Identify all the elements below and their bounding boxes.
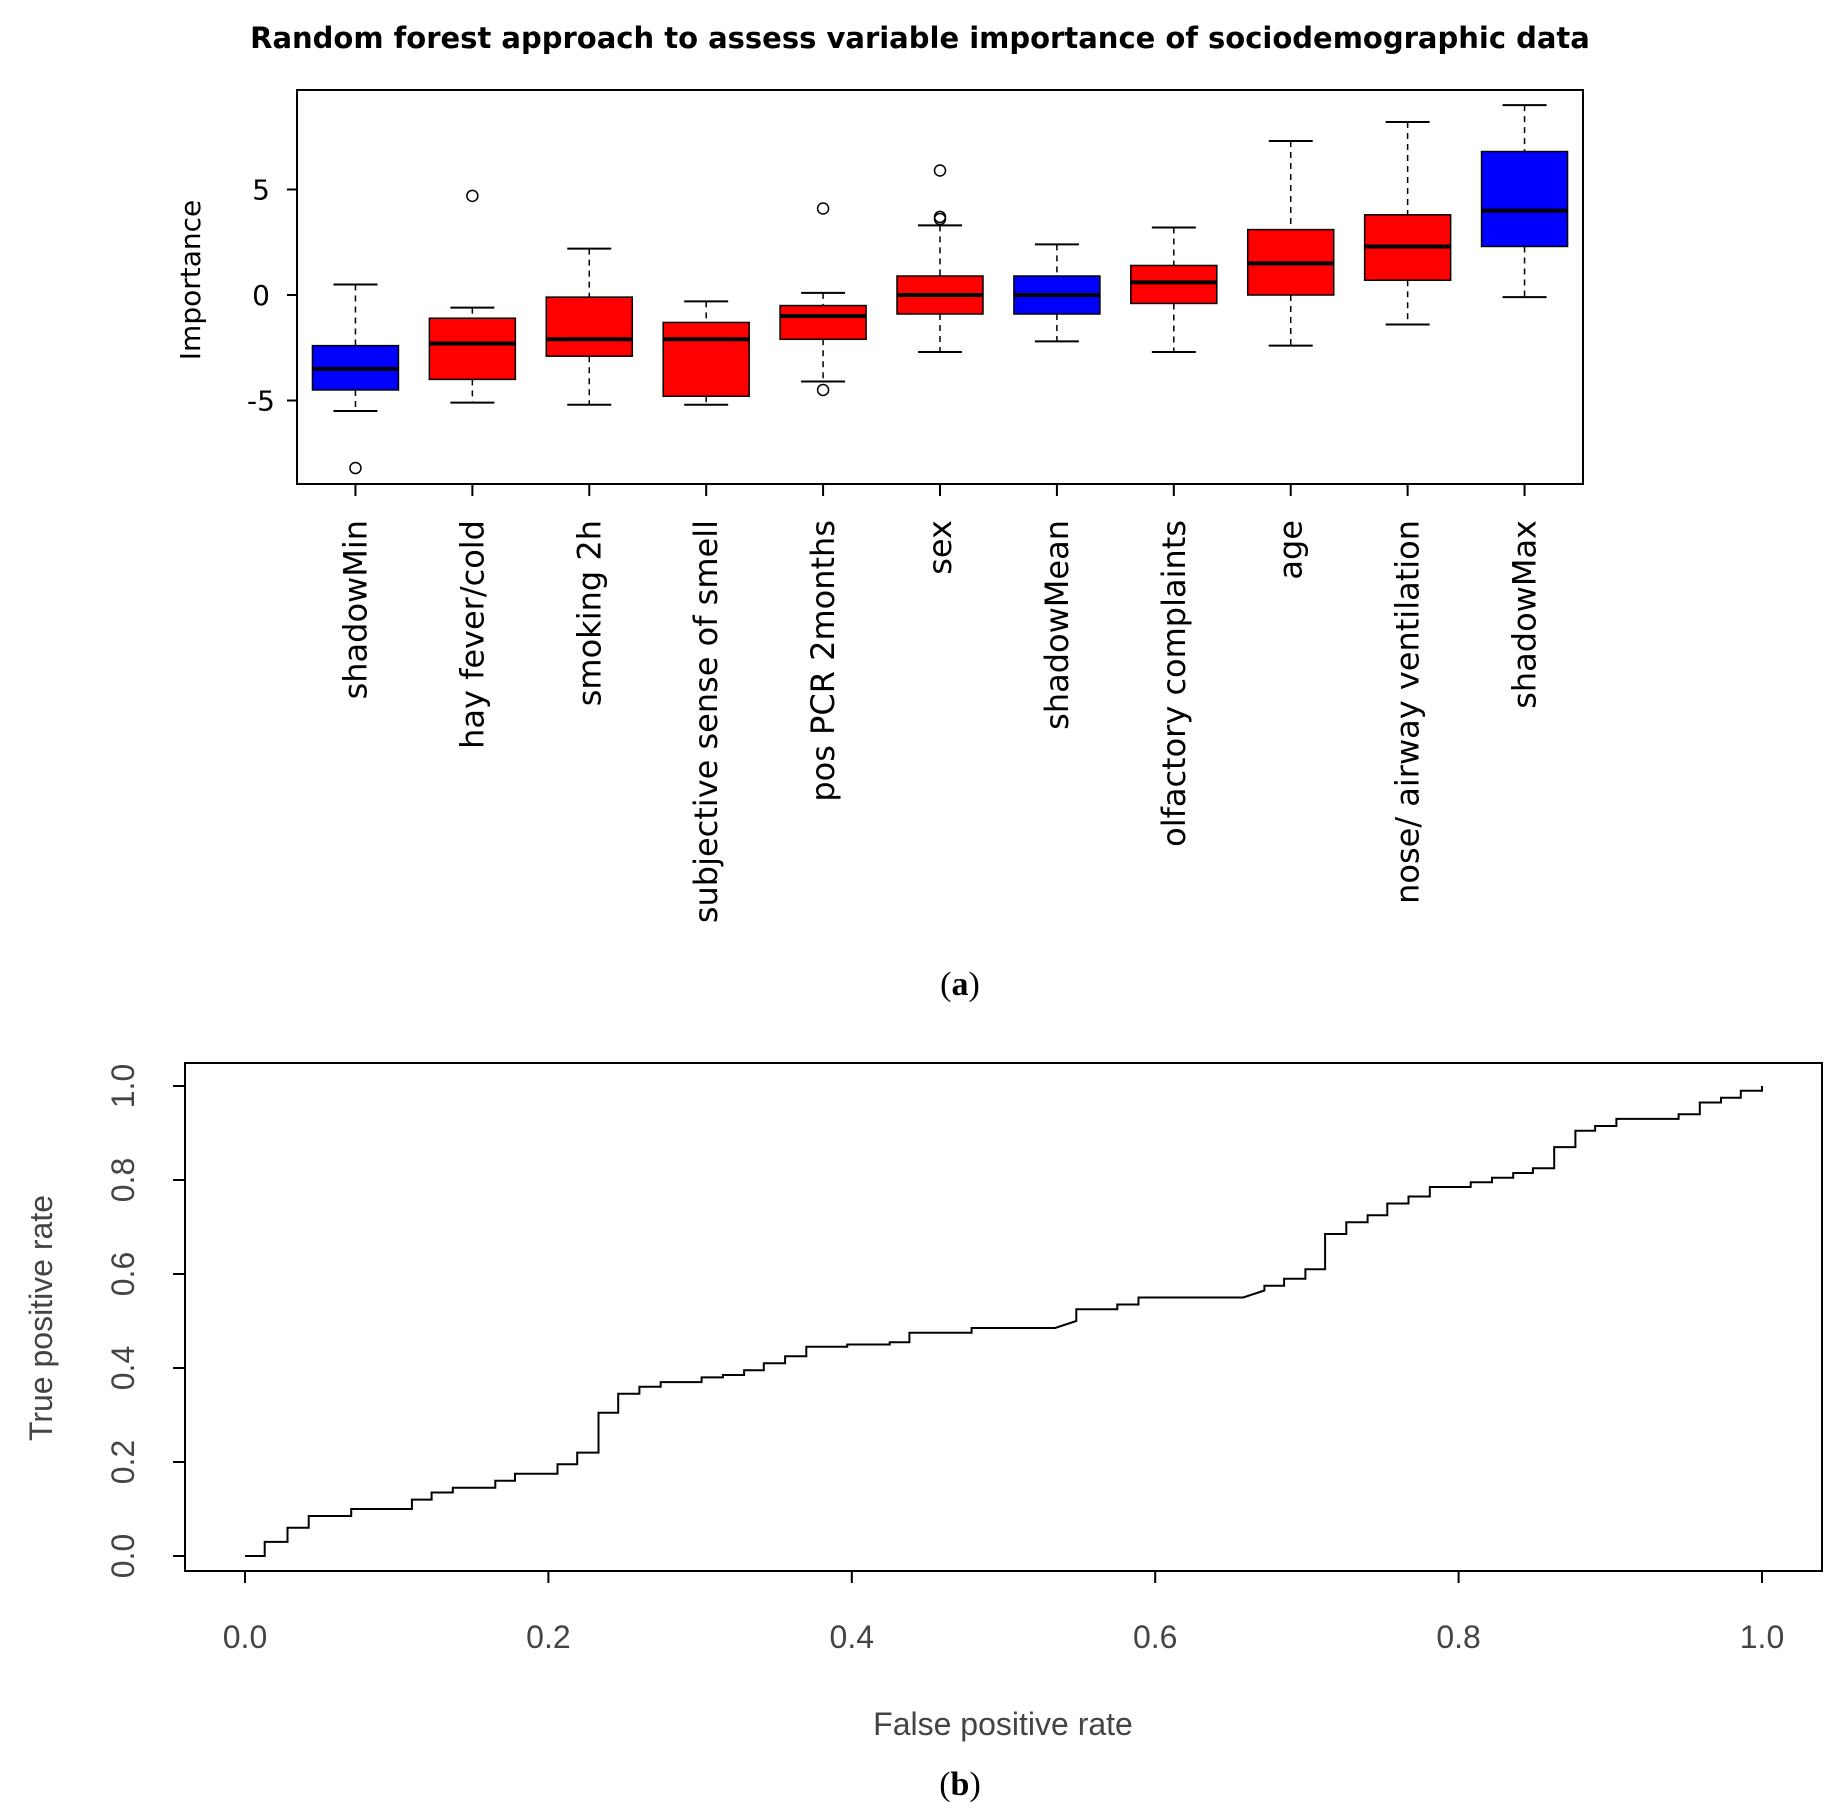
- chart-b-xtick-label-1: 0.2: [526, 1619, 570, 1655]
- category-label-8: age: [1272, 520, 1310, 580]
- category-label-2: smoking 2h: [570, 520, 608, 706]
- chart-b-ytick-label-2: 0.4: [105, 1346, 141, 1390]
- category-label-0: shadowMin: [336, 520, 374, 699]
- category-label-6: shadowMean: [1038, 520, 1076, 730]
- box-4-outlier-0: [816, 202, 830, 215]
- box-1-outlier-0: [466, 189, 479, 203]
- chart-a-boxes: [311, 104, 1569, 475]
- box-7-iqr: [1130, 264, 1218, 305]
- box-3-iqr: [662, 321, 750, 398]
- category-label-7: olfactory complaints: [1155, 520, 1193, 847]
- box-0: [311, 283, 400, 475]
- panel-a-boxplot: Random forest approach to assess variabl…: [174, 21, 1590, 1003]
- chart-b-axes: 0.0 0.2 0.4 0.6 0.8 1.0 0.0 0.2 0.4 0.6 0.8 1.0: [105, 1064, 1784, 1655]
- box-8: [1246, 139, 1335, 347]
- box-4-iqr: [779, 304, 867, 341]
- category-label-3: subjective sense of smell: [687, 520, 725, 923]
- box-6: [1013, 243, 1101, 343]
- chart-b-xlabel: False positive rate: [873, 1706, 1133, 1742]
- chart-a-ylabel: Importance: [174, 200, 207, 360]
- chart-b-ytick-label-0: 0.0: [105, 1534, 141, 1578]
- box-7: [1130, 226, 1218, 353]
- chart-b-xtick-label-5: 1.0: [1740, 1619, 1784, 1655]
- chart-b-frame: [184, 1062, 1823, 1572]
- category-label-5: sex: [921, 520, 959, 575]
- box-10: [1480, 104, 1569, 299]
- box-9: [1363, 120, 1452, 326]
- box-2: [545, 247, 634, 406]
- chart-b-xtick-label-4: 0.8: [1436, 1619, 1480, 1655]
- category-label-10: shadowMax: [1506, 520, 1544, 709]
- box-2-iqr: [545, 296, 634, 357]
- caption-a: (a): [940, 966, 980, 1003]
- chart-b-ytick-label-1: 0.2: [105, 1440, 141, 1484]
- box-10-iqr: [1480, 150, 1569, 248]
- category-label-9: nose/ airway ventilation: [1389, 520, 1427, 904]
- box-4: [779, 202, 867, 397]
- box-5-outlier-0: [933, 164, 947, 177]
- chart-a-ytick-label-2: 5: [252, 174, 270, 207]
- chart-b-ytick-label-4: 0.8: [105, 1158, 141, 1202]
- category-label-4: pos PCR 2months: [804, 520, 842, 802]
- box-5: [896, 164, 984, 353]
- box-3: [662, 300, 750, 406]
- chart-b-xtick-label-0: 0.0: [223, 1619, 267, 1655]
- box-0-outlier-0: [349, 461, 362, 475]
- chart-a-title: Random forest approach to assess variabl…: [250, 21, 1590, 55]
- chart-b-ytick-label-3: 0.6: [105, 1252, 141, 1296]
- box-1: [428, 189, 517, 404]
- chart-a-ytick-label-0: -5: [247, 385, 275, 418]
- chart-b-roc-curve: [245, 1086, 1763, 1557]
- box-4-outlier-1: [816, 383, 830, 397]
- chart-a-category-labels: shadowMin hay fever/cold smoking 2h subject…: [336, 484, 1544, 923]
- chart-a-y-axis: -5 0 5: [247, 174, 297, 418]
- chart-b-xtick-label-2: 0.4: [830, 1619, 874, 1655]
- chart-b-ytick-label-5: 1.0: [105, 1064, 141, 1108]
- chart-b-xtick-label-3: 0.6: [1133, 1619, 1177, 1655]
- box-5-outlier-2: [933, 212, 947, 226]
- caption-b: (b): [939, 1766, 981, 1803]
- category-label-1: hay fever/cold: [453, 520, 491, 749]
- chart-a-ytick-label-1: 0: [252, 279, 270, 312]
- chart-b-ylabel: True positive rate: [23, 1195, 59, 1441]
- box-1-iqr: [428, 317, 517, 381]
- panel-b-roc: 0.0 0.2 0.4 0.6 0.8 1.0 0.0 0.2 0.4 0.6 0.8 1.0 Fal…: [23, 1062, 1823, 1803]
